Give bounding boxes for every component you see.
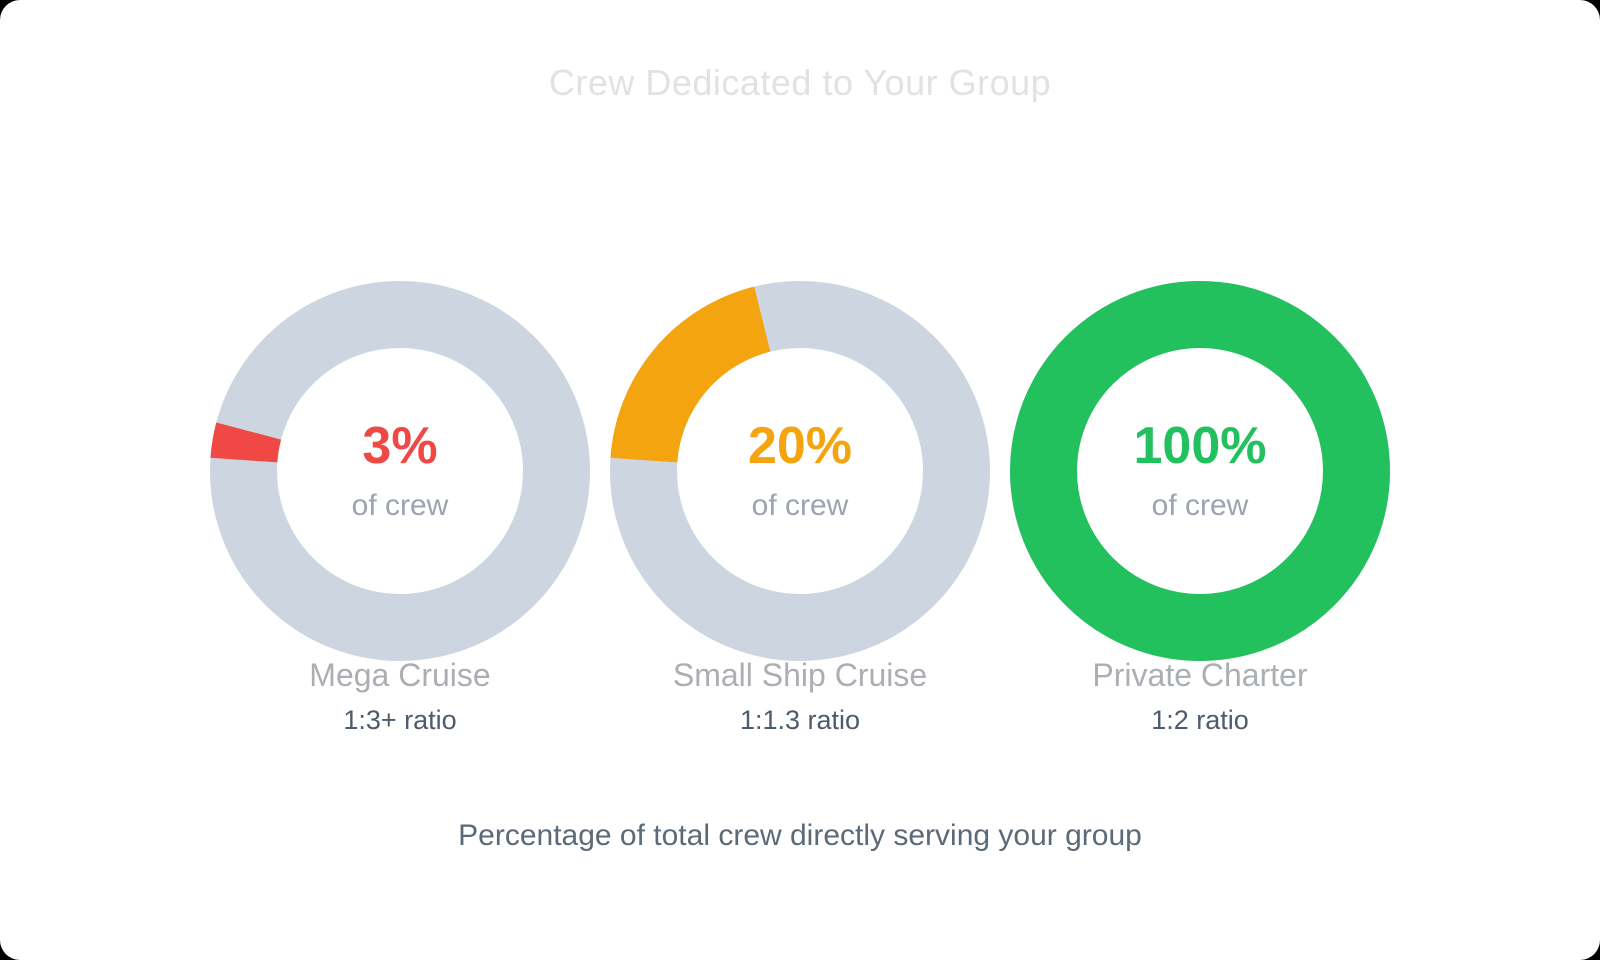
chart-category-label: Private Charter [1092,657,1308,694]
donut-private-charter: 100% of crew [1010,281,1390,662]
chart-ratio-label: 1:1.3 ratio [739,704,861,735]
donut-small-ship-cruise: 20% of crew [610,281,990,662]
donut-ring-chart [610,281,990,662]
chart-category-label: Small Ship Cruise [672,657,928,694]
donut-value-arc [1010,281,1390,662]
chart-title: Crew Dedicated to Your Group [548,62,1052,103]
donut-ring-chart [1010,281,1390,662]
donut-charts-row: 3% of crew Mega Cruise 1:3+ ratio 20% of… [0,281,1600,736]
donut-chart-small-ship-cruise: 20% of crew Small Ship Cruise 1:1.3 rati… [600,281,1000,736]
chart-category-label: Mega Cruise [309,657,491,694]
chart-ratio-label: 1:2 ratio [1151,704,1249,735]
donut-mega-cruise: 3% of crew [210,281,590,662]
chart-ratio-label: 1:3+ ratio [343,704,457,735]
donut-chart-private-charter: 100% of crew Private Charter 1:2 ratio [1000,281,1400,736]
donut-ring-chart [210,281,590,662]
chart-caption: Percentage of total crew directly servin… [458,818,1142,852]
donut-value-arc [210,281,590,662]
donut-track-ring [610,281,990,662]
donut-value-arc [610,281,990,662]
donut-track-ring [210,281,590,662]
donut-chart-mega-cruise: 3% of crew Mega Cruise 1:3+ ratio [200,281,600,736]
